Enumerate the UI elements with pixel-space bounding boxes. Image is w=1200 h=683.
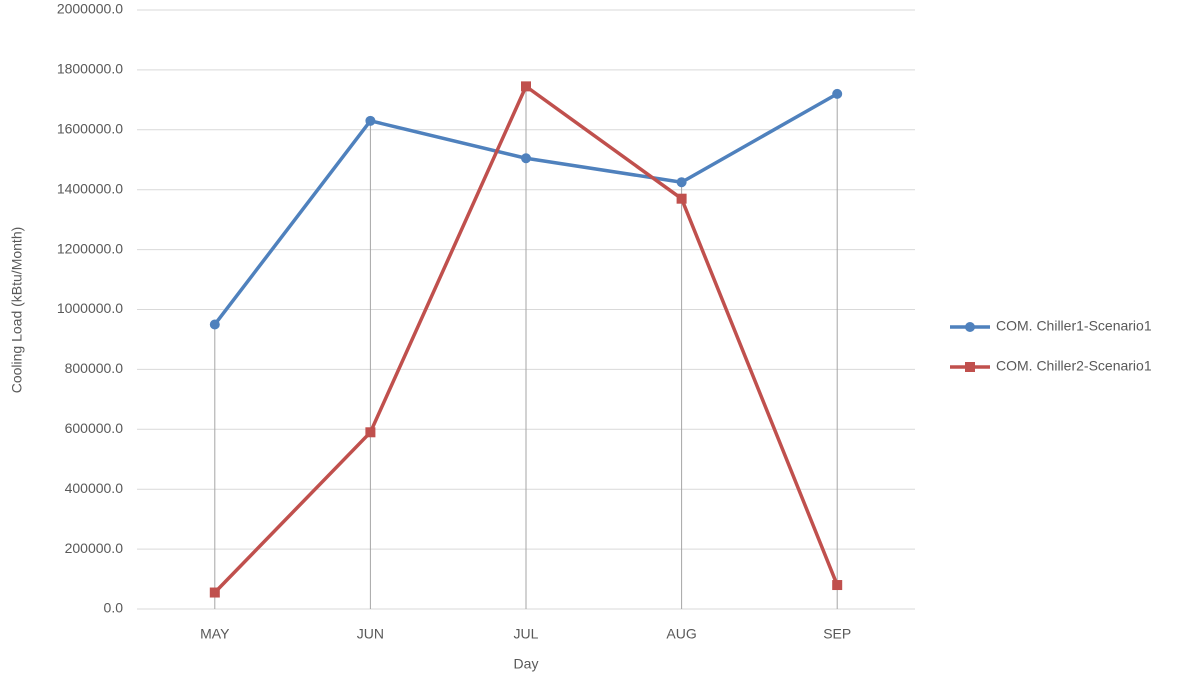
marker (209, 587, 220, 598)
marker (521, 81, 531, 92)
marker (676, 193, 687, 204)
x-axis-title: Day (514, 656, 539, 672)
y-tick-label: 1400000.0 (57, 180, 123, 196)
marker (365, 427, 376, 438)
y-tick-label: 1000000.0 (57, 300, 123, 316)
legend-label: COM. Chiller1-Scenario1 (996, 318, 1152, 334)
y-tick-label: 200000.0 (65, 540, 124, 556)
marker (676, 177, 687, 188)
y-tick-label: 1600000.0 (57, 121, 123, 137)
marker (365, 115, 376, 126)
x-tick-label: SEP (823, 626, 851, 642)
legend-marker (965, 322, 975, 332)
y-tick-label: 1200000.0 (57, 240, 123, 256)
y-tick-label: 400000.0 (65, 480, 124, 496)
x-tick-label: AUG (666, 626, 696, 642)
y-axis-title: Cooling Load (kBtu/Month) (9, 227, 25, 394)
x-tick-label: MAY (200, 626, 230, 642)
marker (521, 153, 531, 164)
marker (832, 580, 843, 591)
y-tick-label: 2000000.0 (57, 1, 123, 17)
x-tick-label: JUN (357, 626, 384, 642)
legend-label: COM. Chiller2-Scenario1 (996, 358, 1152, 374)
y-tick-label: 800000.0 (65, 360, 124, 376)
y-tick-label: 1800000.0 (57, 61, 123, 77)
marker (209, 319, 220, 330)
y-tick-label: 0.0 (104, 600, 124, 616)
legend-marker (965, 362, 975, 372)
x-tick-label: JUL (514, 626, 539, 642)
y-tick-label: 600000.0 (65, 420, 124, 436)
marker (832, 88, 843, 99)
